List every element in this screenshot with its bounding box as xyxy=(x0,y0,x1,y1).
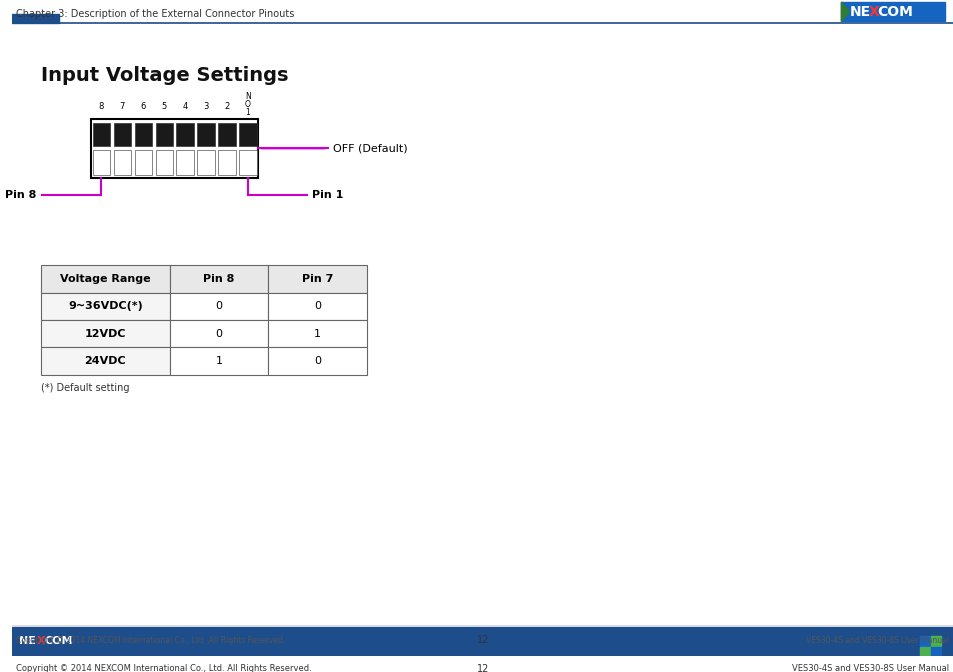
Bar xyxy=(841,2,944,22)
Text: 3: 3 xyxy=(203,102,209,112)
Text: 9~36VDC(*): 9~36VDC(*) xyxy=(68,302,143,311)
Text: Chapter 3: Description of the External Connector Pinouts: Chapter 3: Description of the External C… xyxy=(16,9,294,19)
Text: 5: 5 xyxy=(161,102,167,112)
Bar xyxy=(91,119,258,177)
Bar xyxy=(92,151,110,175)
Text: X: X xyxy=(868,5,879,19)
Bar xyxy=(41,320,170,347)
Text: 12: 12 xyxy=(476,664,489,672)
Text: 12VDC: 12VDC xyxy=(85,329,126,339)
Bar xyxy=(170,265,268,293)
Text: Voltage Range: Voltage Range xyxy=(60,274,151,284)
Bar xyxy=(134,123,152,146)
Text: NE: NE xyxy=(848,5,869,19)
Text: 1: 1 xyxy=(215,356,222,366)
Bar xyxy=(113,123,131,146)
Bar xyxy=(218,151,235,175)
Bar xyxy=(176,123,193,146)
Text: 0: 0 xyxy=(215,302,222,311)
Text: 2: 2 xyxy=(224,102,230,112)
Bar xyxy=(239,151,256,175)
Bar xyxy=(170,347,268,375)
Text: 1: 1 xyxy=(314,329,321,339)
Bar xyxy=(268,293,367,320)
Text: 0: 0 xyxy=(215,329,222,339)
Text: 6: 6 xyxy=(140,102,146,112)
Text: OFF (Default): OFF (Default) xyxy=(333,143,407,153)
Text: Pin 8: Pin 8 xyxy=(203,274,234,284)
Bar xyxy=(41,293,170,320)
Bar xyxy=(930,647,941,656)
Bar xyxy=(92,123,110,146)
Text: 0: 0 xyxy=(314,356,321,366)
Text: COM: COM xyxy=(876,5,912,19)
Bar xyxy=(11,626,953,656)
Bar xyxy=(920,647,929,656)
Text: 12: 12 xyxy=(476,635,489,645)
Text: Pin 8: Pin 8 xyxy=(6,190,37,200)
Text: 24VDC: 24VDC xyxy=(85,356,126,366)
Bar xyxy=(170,320,268,347)
Bar xyxy=(134,151,152,175)
Bar xyxy=(197,151,214,175)
Text: 4: 4 xyxy=(182,102,188,112)
Text: VES30-4S and VES30-8S User Manual: VES30-4S and VES30-8S User Manual xyxy=(805,636,948,644)
Bar xyxy=(176,151,193,175)
Text: Pin 1: Pin 1 xyxy=(312,190,343,200)
Bar xyxy=(268,347,367,375)
Bar xyxy=(920,636,929,646)
Bar xyxy=(170,293,268,320)
Bar xyxy=(268,265,367,293)
Text: 8: 8 xyxy=(98,102,104,112)
Text: N: N xyxy=(245,93,251,101)
Bar xyxy=(11,13,59,24)
Text: Copyright © 2014 NEXCOM International Co., Ltd. All Rights Reserved.: Copyright © 2014 NEXCOM International Co… xyxy=(16,664,312,672)
Text: COM: COM xyxy=(44,636,72,646)
Text: O: O xyxy=(245,100,251,110)
Polygon shape xyxy=(841,2,848,22)
Bar xyxy=(113,151,131,175)
Text: (*) Default setting: (*) Default setting xyxy=(41,384,130,393)
Text: X: X xyxy=(37,636,46,646)
Text: 0: 0 xyxy=(314,302,321,311)
Text: 7: 7 xyxy=(119,102,125,112)
Text: VES30-4S and VES30-8S User Manual: VES30-4S and VES30-8S User Manual xyxy=(791,664,948,672)
Bar xyxy=(268,320,367,347)
Text: Pin 7: Pin 7 xyxy=(302,274,334,284)
Bar xyxy=(41,265,170,293)
Text: 1: 1 xyxy=(245,108,250,117)
Bar xyxy=(218,123,235,146)
Bar xyxy=(155,123,172,146)
Bar xyxy=(930,636,941,646)
Bar xyxy=(41,347,170,375)
Text: NE: NE xyxy=(19,636,36,646)
Bar xyxy=(239,123,256,146)
Text: Input Voltage Settings: Input Voltage Settings xyxy=(41,66,289,85)
Bar xyxy=(197,123,214,146)
Bar xyxy=(155,151,172,175)
Text: Copyright © 2014 NEXCOM International Co., Ltd. All Rights Reserved.: Copyright © 2014 NEXCOM International Co… xyxy=(16,636,286,644)
